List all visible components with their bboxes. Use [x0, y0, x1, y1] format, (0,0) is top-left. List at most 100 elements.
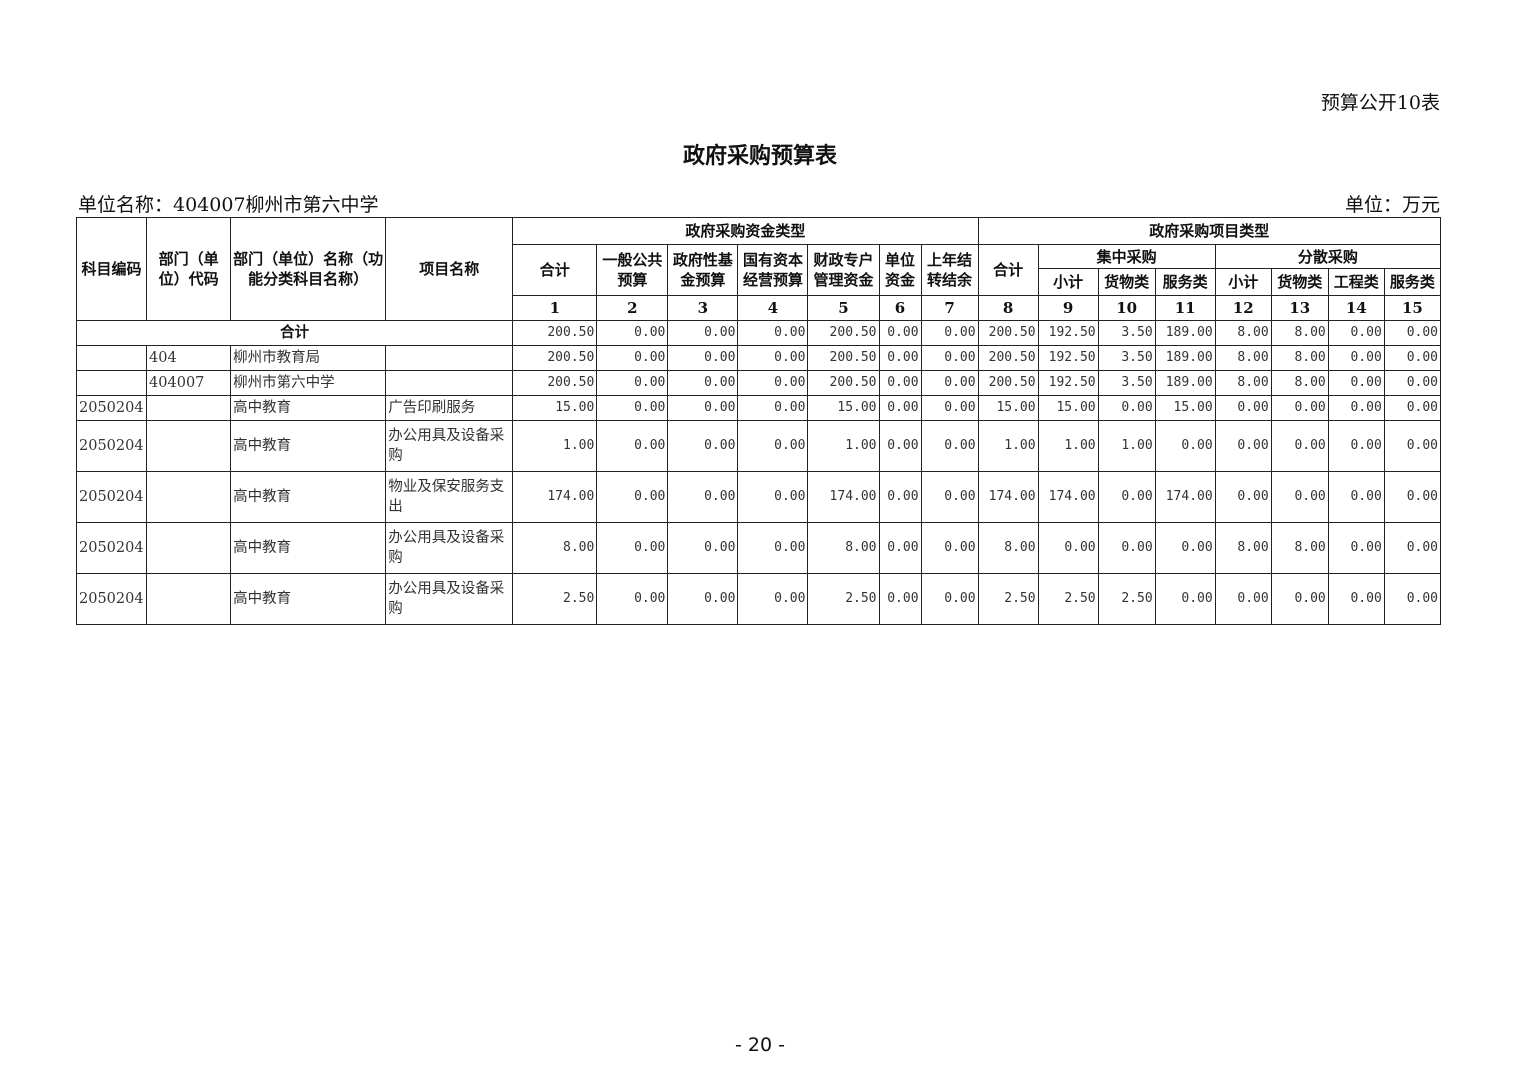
header-column-number: 5 [807, 295, 880, 321]
unit-name: 单位名称：404007柳州市第六中学 [78, 194, 379, 216]
header-centralized-col: 货物类 [1097, 268, 1156, 296]
cell-value: 0.00 [1154, 573, 1216, 625]
cell-value: 0.00 [878, 573, 922, 625]
header-column-number: 13 [1270, 295, 1329, 321]
cell-value: 0.00 [1214, 471, 1272, 523]
cell-value: 200.50 [807, 345, 880, 371]
table-row: 2050204 高中教育 办公用具及设备采购 2.50 0.00 0.00 0.00 2.50… [75, 573, 1442, 625]
table-row: 2050204 高中教育 办公用具及设备采购 1.00 0.00 0.00 0.00 1.00… [75, 420, 1442, 472]
total-value: 200.50 [512, 320, 598, 346]
cell-value: 0.00 [667, 522, 739, 574]
header-fund-col: 国有资本经营预算 [737, 244, 809, 296]
cell-value: 174.00 [1154, 471, 1216, 523]
subject-code: 2050204 [75, 522, 148, 574]
form-code: 预算公开10表 [1320, 92, 1440, 114]
header-subject-code: 科目编码 [75, 217, 148, 321]
cell-value: 0.00 [1383, 370, 1442, 396]
cell-value: 0.00 [1327, 370, 1385, 396]
header-fund-col: 政府性基金预算 [667, 244, 739, 296]
procurement-budget-table: 科目编码 部门（单位）代码 部门（单位）名称（功能分类科目名称） 项目名称 政府… [75, 217, 1442, 625]
header-fund-col: 一般公共预算 [596, 244, 669, 296]
cell-value: 8.00 [512, 522, 598, 574]
total-value: 0.00 [1383, 320, 1442, 346]
header-dispersed-col: 服务类 [1383, 268, 1442, 296]
header-fund-col: 上年结转结余 [920, 244, 979, 296]
cell-value: 174.00 [1037, 471, 1099, 523]
cell-value: 0.00 [596, 345, 669, 371]
total-label: 合计 [75, 320, 514, 346]
cell-value: 0.00 [920, 370, 979, 396]
table-row: 2050204 高中教育 物业及保安服务支出 174.00 0.00 0.00 0.00 17… [75, 471, 1442, 523]
cell-value: 8.00 [807, 522, 880, 574]
header-column-number: 12 [1214, 295, 1272, 321]
cell-value: 0.00 [1383, 522, 1442, 574]
cell-value: 0.00 [1327, 420, 1385, 472]
cell-value: 0.00 [1383, 420, 1442, 472]
cell-value: 189.00 [1154, 370, 1216, 396]
cell-value: 0.00 [878, 395, 922, 421]
cell-value: 0.00 [920, 522, 979, 574]
cell-value: 0.00 [596, 471, 669, 523]
cell-value: 0.00 [920, 573, 979, 625]
project-name: 物业及保安服务支出 [385, 471, 514, 523]
cell-value: 0.00 [1383, 573, 1442, 625]
subject-code: 2050204 [75, 395, 148, 421]
table-row: 404007 柳州市第六中学 200.50 0.00 0.00 0.00 200.50 0.0… [75, 370, 1442, 396]
cell-value: 8.00 [1214, 522, 1272, 574]
dept-name: 柳州市教育局 [230, 345, 387, 371]
project-name: 办公用具及设备采购 [385, 522, 514, 574]
cell-value: 0.00 [920, 420, 979, 472]
cell-value: 0.00 [920, 345, 979, 371]
cell-value: 200.50 [512, 345, 598, 371]
header-fund-col: 财政专户管理资金 [807, 244, 880, 296]
cell-value: 0.00 [1383, 395, 1442, 421]
cell-value: 15.00 [1154, 395, 1216, 421]
dept-name: 高中教育 [230, 395, 387, 421]
dept-code [146, 395, 232, 421]
subject-code [75, 370, 148, 396]
table-row: 2050204 高中教育 广告印刷服务 15.00 0.00 0.00 0.00 15.00 0… [75, 395, 1442, 421]
cell-value: 0.00 [1214, 573, 1272, 625]
header-column-number: 7 [920, 295, 979, 321]
project-name [385, 370, 514, 396]
cell-value: 0.00 [1154, 522, 1216, 574]
cell-value: 0.00 [1270, 573, 1329, 625]
total-value: 0.00 [737, 320, 809, 346]
header-centralized-col: 小计 [1037, 268, 1099, 296]
header-dispersed-col: 工程类 [1327, 268, 1385, 296]
cell-value: 0.00 [878, 370, 922, 396]
cell-value: 8.00 [1270, 370, 1329, 396]
total-value: 0.00 [667, 320, 739, 346]
cell-value: 0.00 [1270, 420, 1329, 472]
cell-value: 0.00 [596, 370, 669, 396]
cell-value: 0.00 [737, 395, 809, 421]
cell-value: 0.00 [1037, 522, 1099, 574]
cell-value: 189.00 [1154, 345, 1216, 371]
subject-code: 2050204 [75, 420, 148, 472]
cell-value: 8.00 [977, 522, 1039, 574]
cell-value: 0.00 [878, 420, 922, 472]
dept-code [146, 522, 232, 574]
cell-value: 1.00 [1097, 420, 1156, 472]
header-fund-col: 合计 [512, 244, 598, 296]
project-name: 办公用具及设备采购 [385, 573, 514, 625]
dept-name: 柳州市第六中学 [230, 370, 387, 396]
project-name [385, 345, 514, 371]
cell-value: 200.50 [977, 345, 1039, 371]
cell-value: 0.00 [596, 522, 669, 574]
cell-value: 0.00 [1327, 345, 1385, 371]
dept-name: 高中教育 [230, 573, 387, 625]
cell-value: 15.00 [977, 395, 1039, 421]
cell-value: 0.00 [1097, 522, 1156, 574]
cell-value: 1.00 [977, 420, 1039, 472]
total-value: 0.00 [920, 320, 979, 346]
subject-code: 2050204 [75, 573, 148, 625]
dept-code: 404007 [146, 370, 232, 396]
cell-value: 8.00 [1270, 345, 1329, 371]
project-name: 广告印刷服务 [385, 395, 514, 421]
cell-value: 2.50 [1097, 573, 1156, 625]
header-column-number: 1 [512, 295, 598, 321]
total-value: 200.50 [977, 320, 1039, 346]
cell-value: 2.50 [807, 573, 880, 625]
subject-code [75, 345, 148, 371]
